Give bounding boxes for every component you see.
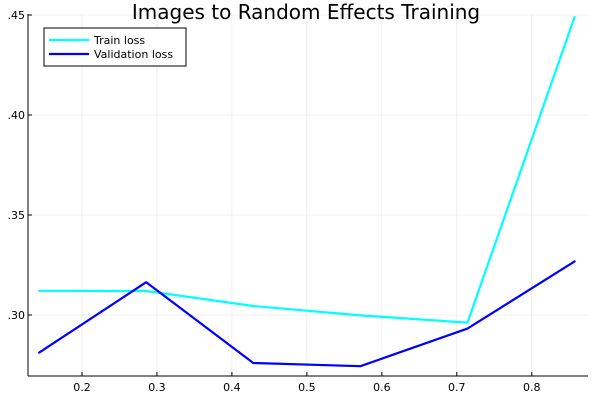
legend-label: Train loss — [93, 34, 145, 47]
y-tick-label: .30 — [8, 309, 26, 322]
y-tick-label: .40 — [8, 109, 26, 122]
x-tick-label: 0.4 — [223, 381, 241, 394]
axes — [28, 14, 588, 376]
y-tick-label: .35 — [8, 209, 26, 222]
grid — [28, 14, 588, 376]
legend-label: Validation loss — [94, 48, 173, 61]
x-tick-label: 0.7 — [448, 381, 466, 394]
x-tick-label: 0.3 — [148, 381, 166, 394]
chart-title: Images to Random Effects Training — [132, 0, 480, 24]
x-tick-label: 0.5 — [298, 381, 316, 394]
y-tick-label: .45 — [8, 9, 26, 22]
x-tick-label: 0.8 — [523, 381, 541, 394]
tick-labels: 0.2 0.3 0.4 0.5 0.6 0.7 0.8 .30 .35 .40 .45 — [8, 9, 541, 394]
x-tick-label: 0.6 — [373, 381, 391, 394]
x-tick-label: 0.2 — [73, 381, 91, 394]
